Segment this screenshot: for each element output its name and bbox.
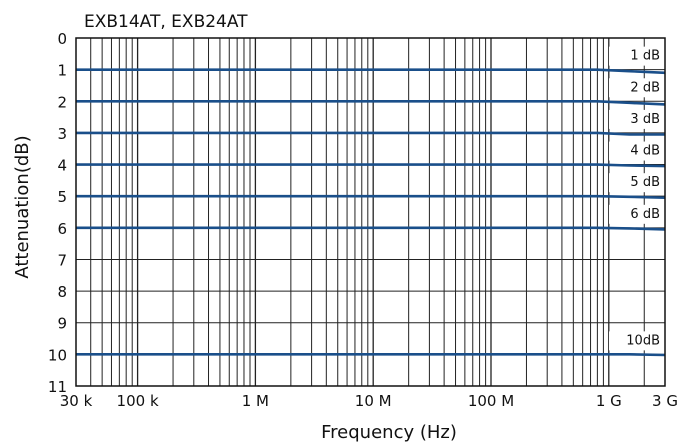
series-label: 6 dB [630,207,660,222]
y-tick-label: 1 [57,62,67,80]
y-tick-label: 3 [57,125,67,143]
series-label-bg [609,173,663,193]
series-label-bg [609,204,663,224]
series-label-bg [609,141,663,161]
chart-series [76,68,666,357]
x-tick-label: 1 M [242,392,269,410]
series-label-bg [609,331,663,351]
plot-frame [75,37,666,387]
y-tick-label: 6 [57,220,67,238]
x-tick-label: 30 k [60,392,93,410]
x-axis-ticks: 30 k 100 k 1 M 10 M 100 M 1 G 3 G [60,392,678,410]
y-tick-label: 10 [48,346,67,364]
y-tick-label: 11 [48,378,67,396]
y-tick-label: 5 [57,188,67,206]
y-tick-label: 4 [57,157,67,175]
x-tick-label: 1 G [596,392,622,410]
series-label: 5 dB [630,175,660,190]
y-axis-label: Attenuation(dB) [12,135,33,278]
series-label: 10dB [626,333,660,348]
series-label: 3 dB [630,112,660,127]
series-labels: 1 dB 2 dB 3 dB 4 dB 5 dB 6 dB 10dB [609,46,663,351]
series-label-bg [609,46,663,66]
x-tick-label: 100 M [468,392,514,410]
series-label: 2 dB [630,80,660,95]
y-tick-label: 7 [57,251,67,269]
x-axis-label: Frequency (Hz) [321,422,457,443]
series-label: 1 dB [630,49,660,64]
y-tick-label: 0 [57,30,67,48]
series-label: 4 dB [630,144,660,159]
series-label-bg [609,78,663,98]
x-tick-label: 10 M [355,392,392,410]
x-tick-label: 3 G [652,392,678,410]
y-tick-label: 9 [57,315,67,333]
series-line [76,163,666,168]
series-line [76,194,666,200]
y-tick-label: 8 [57,283,67,301]
series-line [76,131,665,136]
chart-title: EXB14AT, EXB24AT [84,12,248,32]
series-line [76,68,666,75]
y-axis-ticks: 0 1 2 3 4 5 6 7 8 9 10 11 [48,30,67,396]
series-label-bg [609,109,663,129]
series-line [76,99,666,106]
series-line [76,353,666,357]
y-tick-label: 2 [57,93,67,111]
x-tick-label: 100 k [117,392,159,410]
chart-grid [76,38,665,386]
series-line [76,226,666,231]
